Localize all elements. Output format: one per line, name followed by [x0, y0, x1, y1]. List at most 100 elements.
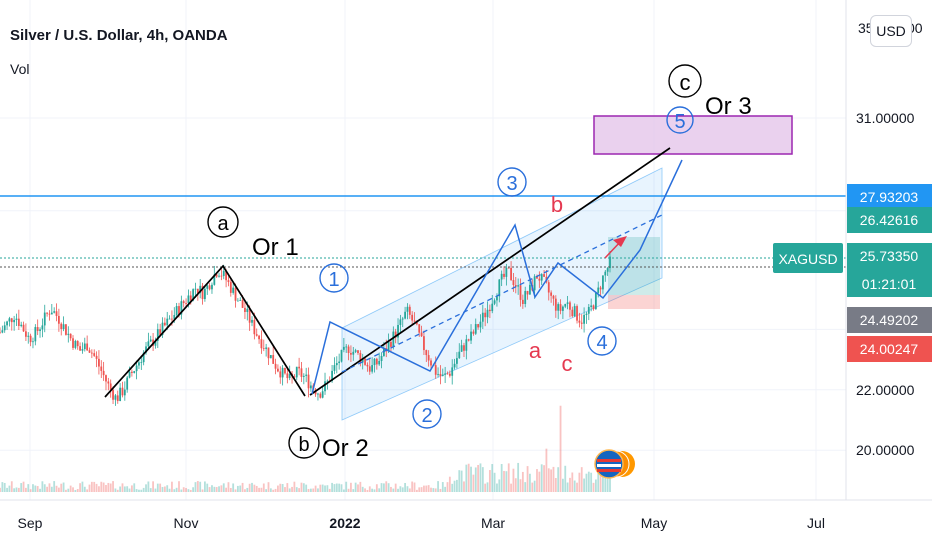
- candle-body: [371, 365, 374, 372]
- time-axis[interactable]: Sep Nov 2022 Mar May Jul: [0, 499, 932, 531]
- volume-bar: [536, 469, 538, 492]
- volume-bar: [225, 487, 228, 492]
- time-tick: Mar: [481, 515, 505, 531]
- candle-body: [404, 311, 406, 319]
- candle-body: [50, 312, 53, 315]
- candle-body: [265, 347, 268, 349]
- wave-a-label[interactable]: a: [207, 206, 239, 238]
- channel-midline: [341, 214, 663, 373]
- candle-body: [561, 306, 564, 311]
- correction-b-label[interactable]: b: [551, 192, 563, 217]
- long-position-stop-zone[interactable]: [608, 295, 660, 309]
- impulse-wave-line[interactable]: [311, 159, 683, 395]
- volume-bar: [554, 478, 557, 492]
- volume-bar: [328, 488, 331, 492]
- volume-bar: [559, 405, 562, 492]
- target-zone-box[interactable]: [593, 115, 793, 155]
- wave-a-b-line[interactable]: [104, 264, 306, 398]
- wave-b-label[interactable]: b: [288, 427, 320, 459]
- candle-body: [430, 360, 432, 366]
- volume-bar: [284, 487, 286, 492]
- or1-label[interactable]: Or 1: [252, 234, 299, 261]
- volume-bar: [481, 467, 484, 492]
- volume-bar: [326, 485, 329, 492]
- wave-1-label[interactable]: 1: [319, 263, 349, 293]
- candle-body: [458, 351, 461, 359]
- wave-2-label[interactable]: 2: [412, 399, 442, 429]
- wave-4-label[interactable]: 4: [587, 326, 617, 356]
- candle-body: [36, 327, 39, 331]
- candle-body: [488, 309, 491, 312]
- volume-bar: [201, 489, 204, 492]
- candle-body: [569, 302, 571, 310]
- candle-body: [587, 306, 590, 314]
- volume-bar: [500, 464, 503, 492]
- candle-body: [411, 314, 414, 321]
- volume-bar: [545, 448, 548, 492]
- candle-body: [43, 312, 46, 326]
- volume-bar: [453, 480, 456, 492]
- volume-bar: [128, 488, 131, 492]
- volume-bar: [576, 482, 578, 492]
- correction-c-label[interactable]: c: [562, 351, 573, 376]
- volume-indicator-label[interactable]: Vol: [10, 61, 29, 77]
- volume-bar: [116, 489, 119, 492]
- volume-bar: [465, 464, 468, 492]
- volume-bar: [547, 468, 550, 492]
- symbol-tag[interactable]: [773, 243, 843, 273]
- wave-c-label[interactable]: c: [668, 64, 702, 98]
- volume-bar: [345, 481, 348, 492]
- or3-label[interactable]: Or 3: [705, 93, 752, 120]
- volume-bar: [331, 482, 333, 492]
- symbol-title[interactable]: Silver / U.S. Dollar, 4h, OANDA: [10, 27, 228, 44]
- volume-bar: [418, 487, 421, 492]
- time-tick: 2022: [329, 515, 360, 531]
- volume-bar: [262, 483, 265, 492]
- volume-bar: [602, 475, 604, 492]
- volume-bar: [159, 483, 162, 492]
- candle-body: [354, 350, 357, 352]
- volume-bar: [357, 484, 359, 492]
- wave-c-projection-line[interactable]: [309, 147, 671, 396]
- price-tick: 31.00000: [856, 110, 915, 126]
- wave-3-label[interactable]: 3: [497, 167, 527, 197]
- svg-text:b: b: [298, 434, 309, 456]
- candle-body: [199, 285, 202, 294]
- volume-bar: [50, 486, 53, 492]
- symbol-tag-label: XAGUSD: [778, 251, 837, 267]
- candle-body: [142, 352, 145, 363]
- volume-bar: [382, 483, 385, 492]
- candle-body: [8, 318, 11, 322]
- volume-bar: [521, 471, 524, 492]
- volume-bar: [408, 488, 411, 492]
- volume-bar: [550, 469, 553, 492]
- candle-body: [503, 273, 505, 277]
- volume-bar: [154, 488, 157, 492]
- volume-bar: [467, 463, 470, 492]
- candle-body: [274, 363, 277, 369]
- candle-body: [481, 312, 484, 322]
- candle-body: [173, 314, 176, 319]
- volume-bar: [95, 483, 98, 492]
- wave-5-label[interactable]: 5: [666, 106, 694, 134]
- currency-button[interactable]: USD: [870, 15, 912, 47]
- volume-bar: [255, 485, 258, 492]
- volume-bar: [180, 489, 183, 492]
- candle-body: [309, 385, 312, 389]
- correction-a-label[interactable]: a: [529, 338, 542, 363]
- candle-body: [307, 374, 310, 389]
- candle-body: [156, 329, 159, 341]
- volume-bar: [112, 481, 114, 492]
- candle-body: [456, 358, 458, 364]
- price-label-text: 25.73350: [860, 248, 919, 264]
- volume-bar: [298, 488, 301, 492]
- volume-bar: [29, 489, 32, 492]
- volume-bar: [597, 472, 600, 492]
- volume-bar: [599, 463, 602, 492]
- us-flag-events-icon[interactable]: [594, 449, 635, 479]
- volume-bar: [251, 482, 253, 492]
- or2-label[interactable]: Or 2: [322, 435, 369, 462]
